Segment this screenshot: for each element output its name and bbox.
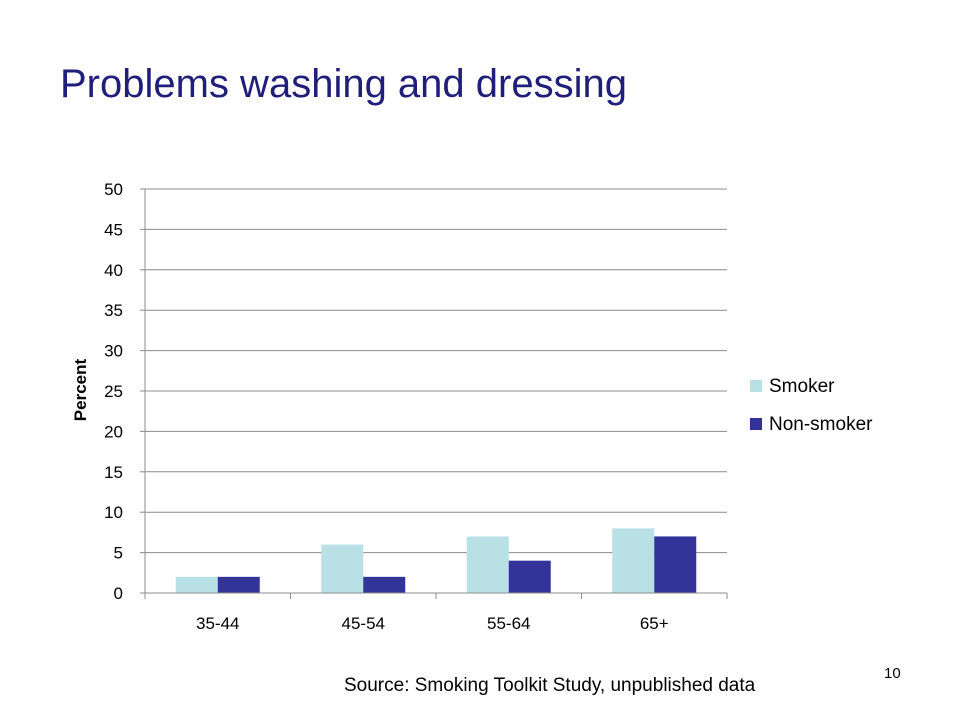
- y-tick-label: 40: [104, 261, 123, 280]
- y-tick-label: 20: [104, 422, 123, 441]
- bar-smoker-35-44: [175, 576, 218, 593]
- x-tick-label: 65+: [640, 614, 669, 633]
- y-tick-label: 25: [104, 382, 123, 401]
- y-tick-label: 10: [104, 503, 123, 522]
- bar-smoker-55-64: [466, 536, 509, 593]
- gridlines: [145, 188, 727, 554]
- y-tick-label: 35: [104, 301, 123, 320]
- x-tick-label: 55-64: [487, 614, 530, 633]
- page-number: 10: [884, 665, 901, 682]
- y-tick-label: 50: [104, 180, 123, 199]
- legend: Smoker Non-smoker: [750, 376, 873, 435]
- y-tick-label: 0: [114, 584, 123, 603]
- bar-non-smoker-35-44: [217, 576, 260, 593]
- y-tick-labels: 0 5 10 15 20 25 30 35 40 45 50: [104, 180, 145, 603]
- bar-non-smoker-65+: [654, 536, 697, 593]
- bar-non-smoker-55-64: [508, 560, 551, 593]
- legend-swatch-smoker: [750, 380, 762, 392]
- bar-smoker-65+: [612, 528, 655, 593]
- legend-swatch-non-smoker: [750, 418, 762, 430]
- y-tick-label: 30: [104, 342, 123, 361]
- x-tick-labels: 35-44 45-54 55-64 65+: [144, 593, 728, 633]
- bar-smoker-45-54: [321, 544, 364, 593]
- y-tick-label: 15: [104, 463, 123, 482]
- y-tick-label: 45: [104, 220, 123, 239]
- legend-label: Smoker: [769, 376, 835, 397]
- y-tick-label: 5: [114, 544, 123, 563]
- legend-label: Non-smoker: [769, 414, 873, 435]
- slide-title: Problems washing and dressing: [60, 62, 627, 106]
- x-tick-label: 45-54: [342, 614, 385, 633]
- bar-non-smoker-45-54: [363, 576, 406, 593]
- bars: [175, 528, 697, 593]
- y-axis-label: Percent: [71, 358, 90, 421]
- x-tick-label: 35-44: [196, 614, 239, 633]
- source-note: Source: Smoking Toolkit Study, unpublish…: [344, 675, 756, 696]
